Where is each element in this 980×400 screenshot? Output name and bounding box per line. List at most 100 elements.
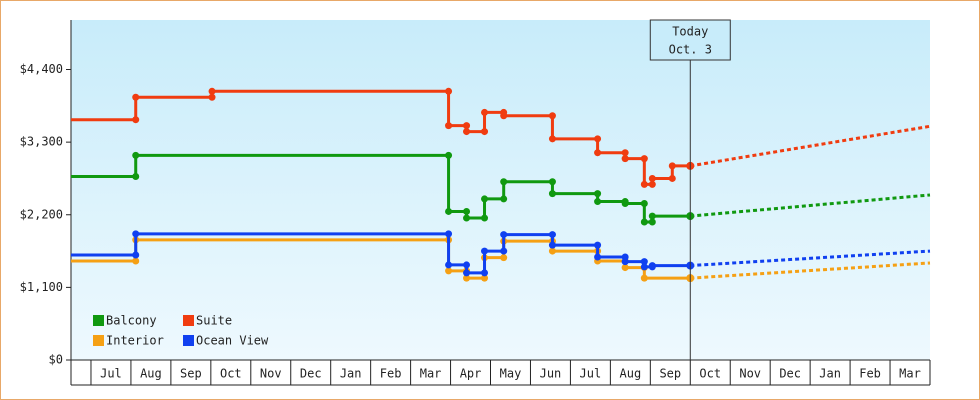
x-tick-label: Apr bbox=[460, 367, 482, 381]
x-tick-label: Jun bbox=[540, 367, 562, 381]
price-point bbox=[640, 180, 648, 188]
projection-line bbox=[690, 261, 931, 280]
price-point bbox=[548, 241, 556, 249]
y-tick-label: $3,300 bbox=[20, 135, 63, 149]
price-point bbox=[548, 178, 556, 186]
price-point bbox=[463, 274, 471, 282]
price-point bbox=[621, 155, 629, 163]
price-point bbox=[445, 261, 453, 269]
price-point bbox=[132, 230, 140, 238]
price-point bbox=[463, 261, 471, 269]
price-point bbox=[594, 190, 602, 198]
x-tick-label: May bbox=[500, 367, 522, 381]
price-point bbox=[594, 241, 602, 249]
projection-line bbox=[690, 193, 931, 218]
price-point bbox=[548, 135, 556, 143]
x-tick-label: Sep bbox=[180, 367, 202, 381]
x-tick-label: Jul bbox=[580, 367, 602, 381]
today-box bbox=[649, 19, 731, 61]
x-tick-label: Jul bbox=[100, 367, 122, 381]
price-point bbox=[648, 174, 656, 182]
price-point bbox=[500, 247, 508, 255]
projection-line bbox=[690, 124, 931, 168]
price-point bbox=[648, 180, 656, 188]
price-point bbox=[640, 263, 648, 271]
price-point bbox=[548, 112, 556, 120]
y-tick-label: $4,400 bbox=[20, 62, 63, 76]
price-point bbox=[640, 274, 648, 282]
price-point bbox=[445, 230, 453, 238]
projection-line bbox=[690, 249, 931, 268]
legend-label: Ocean View bbox=[196, 334, 269, 348]
price-point bbox=[481, 274, 489, 282]
y-tick-label: $2,200 bbox=[20, 207, 63, 221]
price-point bbox=[445, 122, 453, 130]
legend-label: Balcony bbox=[106, 314, 157, 328]
today-label: Today bbox=[672, 25, 708, 39]
price-point bbox=[463, 207, 471, 215]
x-tick-label: Dec bbox=[300, 367, 322, 381]
price-point bbox=[648, 262, 656, 270]
today-label: Oct. 3 bbox=[669, 43, 712, 57]
x-tick-label: Sep bbox=[659, 367, 681, 381]
x-tick-label: Feb bbox=[380, 367, 402, 381]
price-point bbox=[463, 269, 471, 277]
price-point bbox=[500, 231, 508, 239]
price-point bbox=[132, 116, 140, 124]
price-point bbox=[594, 198, 602, 206]
price-point bbox=[640, 258, 648, 266]
price-point bbox=[481, 195, 489, 203]
price-point bbox=[648, 212, 656, 220]
price-point bbox=[445, 151, 453, 159]
price-point bbox=[640, 155, 648, 163]
price-point bbox=[481, 214, 489, 222]
price-point bbox=[500, 178, 508, 186]
price-point bbox=[621, 200, 629, 208]
x-tick-label: Nov bbox=[260, 367, 282, 381]
price-point bbox=[648, 218, 656, 226]
price-point bbox=[445, 207, 453, 215]
x-tick-label: Dec bbox=[779, 367, 801, 381]
x-tick-label: Nov bbox=[739, 367, 761, 381]
price-point bbox=[621, 264, 629, 272]
price-point bbox=[132, 257, 140, 265]
price-point bbox=[621, 149, 629, 157]
price-point bbox=[668, 174, 676, 182]
legend-swatch bbox=[93, 335, 104, 346]
price-point bbox=[640, 218, 648, 226]
x-tick-label: Mar bbox=[899, 367, 921, 381]
price-point bbox=[132, 151, 140, 159]
legend-swatch bbox=[183, 335, 194, 346]
price-point bbox=[208, 87, 216, 95]
plot-area bbox=[71, 20, 930, 360]
x-tick-label: Oct bbox=[699, 367, 721, 381]
x-tick-label: Jan bbox=[819, 367, 841, 381]
price-point bbox=[500, 195, 508, 203]
price-point bbox=[594, 253, 602, 261]
y-tick-label: $0 bbox=[49, 353, 63, 367]
x-tick-label: Aug bbox=[620, 367, 642, 381]
price-point bbox=[548, 231, 556, 239]
price-point bbox=[548, 247, 556, 255]
price-point bbox=[594, 135, 602, 143]
price-point bbox=[500, 112, 508, 120]
price-point bbox=[208, 93, 216, 101]
x-tick-label: Mar bbox=[420, 367, 442, 381]
legend-label: Interior bbox=[106, 334, 164, 348]
x-tick-label: Oct bbox=[220, 367, 242, 381]
price-point bbox=[668, 162, 676, 170]
price-point bbox=[463, 128, 471, 136]
price-point bbox=[132, 93, 140, 101]
price-point bbox=[463, 214, 471, 222]
price-point bbox=[132, 251, 140, 259]
x-tick-label: Feb bbox=[859, 367, 881, 381]
price-point bbox=[621, 258, 629, 266]
price-point bbox=[463, 122, 471, 130]
price-point bbox=[481, 247, 489, 255]
price-point bbox=[445, 267, 453, 275]
x-tick-label: Jan bbox=[340, 367, 362, 381]
price-point bbox=[481, 108, 489, 116]
price-point bbox=[481, 128, 489, 136]
price-point bbox=[548, 190, 556, 198]
